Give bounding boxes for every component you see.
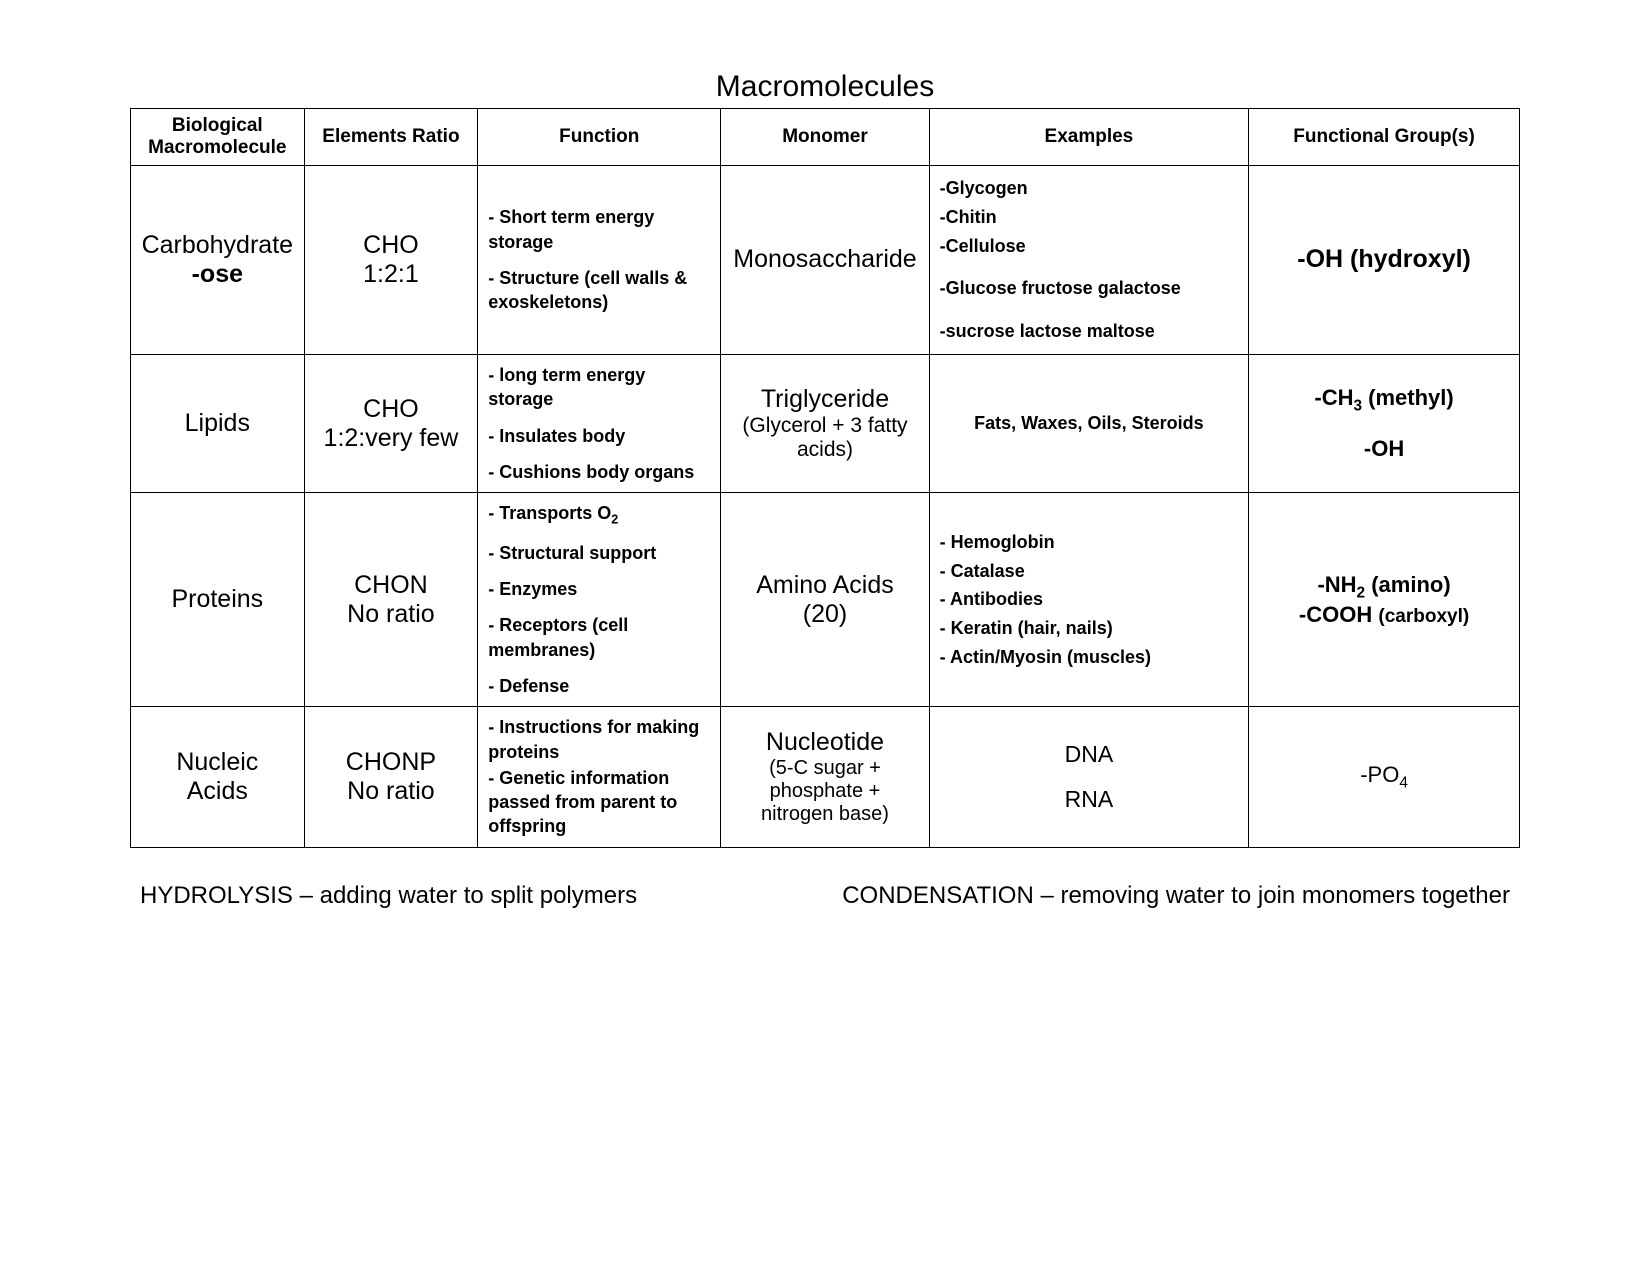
col-header-function: Function [478,109,721,166]
table-row: Proteins CHON No ratio - Transports O2 -… [131,493,1520,707]
col-header-macromolecule: Biological Macromolecule [131,109,305,166]
functional-group: -CH3 (methyl) [1259,385,1509,415]
macro-name: NucleicAcids [141,748,294,806]
cell-monomer: Nucleotide (5-C sugar + phosphate + nitr… [721,707,929,847]
footer-hydrolysis: HYDROLYSIS – adding water to split polym… [140,882,637,910]
function-item: - Transports O2 [488,501,710,529]
cell-function: - Short term energy storage - Structure … [478,166,721,355]
example-item: - Actin/Myosin (muscles) [940,643,1238,672]
function-item: - Short term energy storage [488,205,710,254]
function-item: - Genetic information passed from parent… [488,766,710,839]
function-item: - Defense [488,674,710,698]
example-item: -Chitin [940,203,1238,232]
cell-examples: - Hemoglobin - Catalase - Antibodies - K… [929,493,1248,707]
page-title: Macromolecules [130,70,1520,104]
cell-function: - Transports O2 - Structural support - E… [478,493,721,707]
cell-ratio: CHO 1:2:very few [304,354,478,492]
function-item: - Structure (cell walls & exoskeletons) [488,266,710,315]
footer-notes: HYDROLYSIS – adding water to split polym… [130,882,1520,910]
cell-groups: -CH3 (methyl) -OH [1249,354,1520,492]
macro-name: Carbohydrate [141,231,294,260]
example-item: - Keratin (hair, nails) [940,614,1238,643]
cell-ratio: CHON No ratio [304,493,478,707]
ratio-elements: CHO [315,231,468,260]
example-item: - Antibodies [940,585,1238,614]
ratio-value: 1:2:very few [315,424,468,453]
cell-examples: -Glycogen -Chitin -Cellulose -Glucose fr… [929,166,1248,355]
monomer-main: Monosaccharide [731,245,918,274]
functional-group: -PO4 [1259,762,1509,792]
table-row: Carbohydrate -ose CHO 1:2:1 - Short term… [131,166,1520,355]
cell-name: Carbohydrate -ose [131,166,305,355]
page: Macromolecules Biological Macromolecule … [0,0,1650,910]
cell-examples: Fats, Waxes, Oils, Steroids [929,354,1248,492]
cell-name: NucleicAcids [131,707,305,847]
cell-groups: -PO4 [1249,707,1520,847]
macromolecule-table: Biological Macromolecule Elements Ratio … [130,108,1520,848]
function-item: - Instructions for making proteins [488,715,710,764]
cell-ratio: CHONP No ratio [304,707,478,847]
monomer-main: Nucleotide [731,728,918,757]
example-item: RNA [940,786,1238,813]
cell-groups: -OH (hydroxyl) [1249,166,1520,355]
table-row: Lipids CHO 1:2:very few - long term ener… [131,354,1520,492]
example-item: DNA [940,741,1238,768]
function-item: - Cushions body organs [488,460,710,484]
monomer-detail: (5-C sugar + phosphate + nitrogen base) [731,757,918,826]
cell-groups: -NH2 (amino) -COOH (carboxyl) [1249,493,1520,707]
ratio-elements: CHO [315,395,468,424]
cell-name: Lipids [131,354,305,492]
example-item: - Hemoglobin [940,528,1238,557]
table-row: NucleicAcids CHONP No ratio - Instructio… [131,707,1520,847]
functional-group: -OH (hydroxyl) [1259,245,1509,274]
col-header-examples: Examples [929,109,1248,166]
example-item: -Cellulose [940,232,1238,261]
col-header-ratio: Elements Ratio [304,109,478,166]
cell-name: Proteins [131,493,305,707]
col-header-groups: Functional Group(s) [1249,109,1520,166]
function-item: - long term energy storage [488,363,710,412]
table-header-row: Biological Macromolecule Elements Ratio … [131,109,1520,166]
ratio-elements: CHON [315,571,468,600]
function-item: - Structural support [488,541,710,565]
function-item: - Enzymes [488,577,710,601]
ratio-value: No ratio [315,600,468,629]
function-item: - Receptors (cell membranes) [488,613,710,662]
monomer-detail: (Glycerol + 3 fatty acids) [731,414,918,462]
example-item: - Catalase [940,557,1238,586]
functional-group: -NH2 (amino) [1259,572,1509,602]
ratio-value: No ratio [315,777,468,806]
functional-group: -COOH (carboxyl) [1259,602,1509,628]
ratio-elements: CHONP [315,748,468,777]
example-item: -Glucose fructose galactose [940,274,1238,303]
function-item: - Insulates body [488,424,710,448]
monomer-main: Amino Acids (20) [731,571,918,629]
macro-suffix: -ose [141,260,294,289]
footer-condensation: CONDENSATION – removing water to join mo… [842,882,1510,910]
cell-monomer: Amino Acids (20) [721,493,929,707]
example-item: Fats, Waxes, Oils, Steroids [940,409,1238,438]
cell-function: - Instructions for making proteins - Gen… [478,707,721,847]
cell-monomer: Monosaccharide [721,166,929,355]
col-header-monomer: Monomer [721,109,929,166]
ratio-value: 1:2:1 [315,260,468,289]
functional-group: -OH [1259,436,1509,462]
cell-ratio: CHO 1:2:1 [304,166,478,355]
cell-examples: DNA RNA [929,707,1248,847]
example-item: -sucrose lactose maltose [940,317,1238,346]
example-item: -Glycogen [940,174,1238,203]
cell-function: - long term energy storage - Insulates b… [478,354,721,492]
macro-name: Proteins [141,585,294,614]
monomer-main: Triglyceride [731,385,918,414]
macro-name: Lipids [141,409,294,438]
cell-monomer: Triglyceride (Glycerol + 3 fatty acids) [721,354,929,492]
